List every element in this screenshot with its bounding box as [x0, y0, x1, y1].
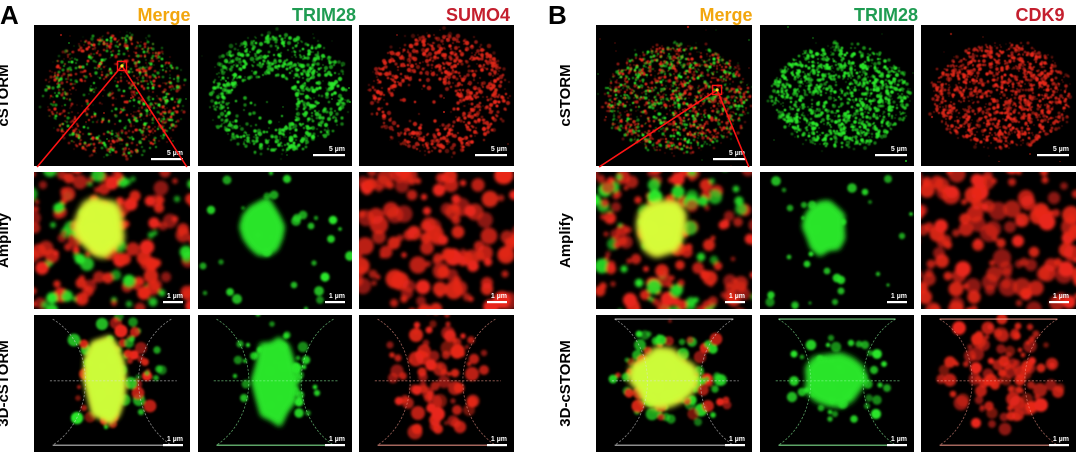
- svg-text:1 µm: 1 µm: [167, 436, 183, 443]
- svg-text:5 µm: 5 µm: [729, 150, 745, 157]
- svg-text:1 µm: 1 µm: [491, 293, 507, 300]
- svg-text:5 µm: 5 µm: [167, 150, 183, 157]
- svg-text:1 µm: 1 µm: [167, 293, 183, 300]
- svg-text:1 µm: 1 µm: [329, 436, 345, 443]
- svg-text:1 µm: 1 µm: [329, 293, 345, 300]
- svg-text:1 µm: 1 µm: [491, 436, 507, 443]
- svg-text:5 µm: 5 µm: [491, 146, 507, 153]
- svg-text:5 µm: 5 µm: [329, 146, 345, 153]
